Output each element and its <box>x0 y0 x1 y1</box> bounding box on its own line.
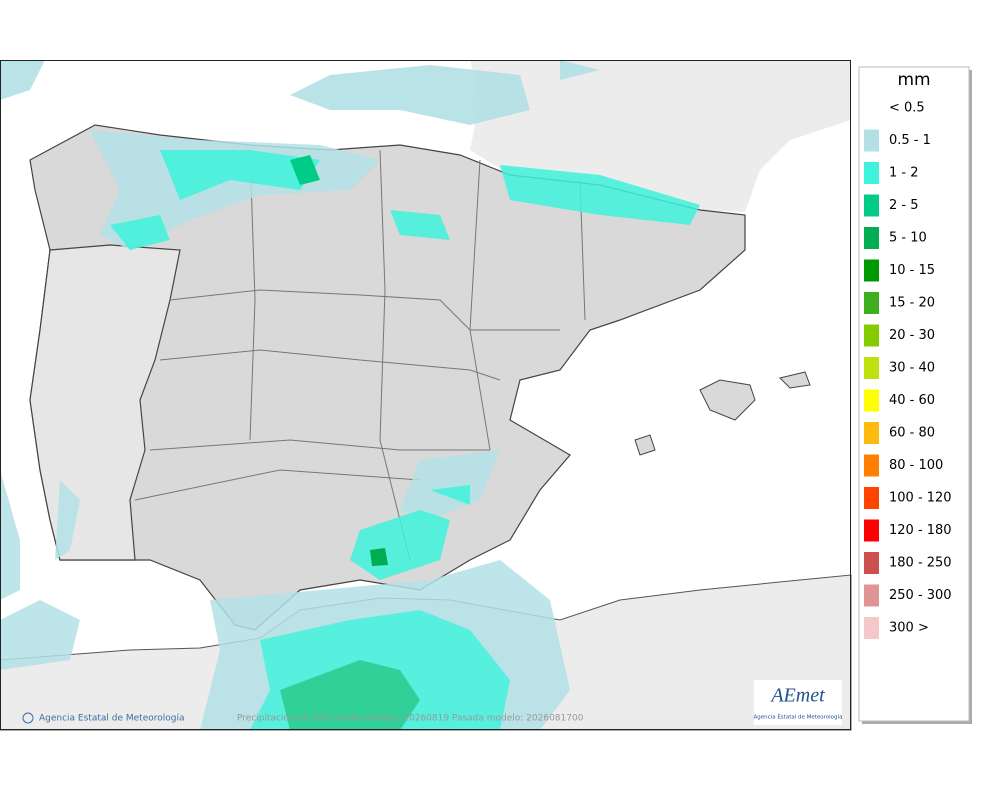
legend-label: 100 - 120 <box>889 491 952 506</box>
legend-label: 250 - 300 <box>889 588 952 603</box>
legend-swatch <box>864 584 879 607</box>
france <box>350 60 851 212</box>
legend-swatch <box>864 617 879 639</box>
legend-label: 5 - 10 <box>889 231 927 246</box>
legend-label: 1 - 2 <box>889 166 919 181</box>
credit: Agencia Estatal de Meteorología <box>39 714 185 724</box>
legend-swatch <box>864 519 879 542</box>
logo-subtitle: Agencia Estatal de Meteorología <box>754 714 843 721</box>
legend-label: 180 - 250 <box>889 556 952 571</box>
legend-swatch <box>864 357 879 379</box>
legend-label: 0.5 - 1 <box>889 133 931 148</box>
legend-swatch <box>864 389 879 412</box>
map-frame <box>0 60 851 730</box>
legend-label: 30 - 40 <box>889 361 935 376</box>
legend-swatch <box>864 129 879 152</box>
legend-swatch <box>864 292 879 314</box>
logo: AEmet <box>769 685 825 707</box>
legend-label: 10 - 15 <box>889 263 935 278</box>
legend-label: 15 - 20 <box>889 296 935 311</box>
legend-swatch <box>864 487 879 509</box>
legend-swatch <box>864 194 879 217</box>
legend-swatch <box>864 552 879 574</box>
logo-box <box>754 680 842 725</box>
legend-label: < 0.5 <box>889 101 925 116</box>
legend-label: 40 - 60 <box>889 393 935 408</box>
legend-swatch <box>864 324 879 347</box>
balearic-islands <box>634 371 811 456</box>
legend-label: 300 > <box>889 621 929 636</box>
legend-swatch <box>864 422 879 444</box>
legend-title: mm <box>897 70 930 90</box>
caption: Precipitación en 24 h media Validez: 202… <box>237 713 584 724</box>
legend-label: 60 - 80 <box>889 426 935 441</box>
portugal <box>29 244 181 561</box>
precipitation <box>0 60 700 730</box>
legend-swatch <box>864 454 879 477</box>
legend-label: 120 - 180 <box>889 523 952 538</box>
legend-swatch <box>864 162 879 184</box>
legend-swatch <box>864 259 879 282</box>
legend-label: 80 - 100 <box>889 458 943 473</box>
legend-swatch <box>864 227 879 249</box>
legend-label: 20 - 30 <box>889 328 935 343</box>
copyright-icon <box>22 712 34 724</box>
legend: mm < 0.5 0.5 - 1 1 - 2 2 - 5 5 - 10 10 - 15 15… <box>858 66 972 724</box>
map: Agencia Estatal de Meteorología Precipit… <box>0 60 852 731</box>
legend-label: 2 - 5 <box>889 198 919 213</box>
